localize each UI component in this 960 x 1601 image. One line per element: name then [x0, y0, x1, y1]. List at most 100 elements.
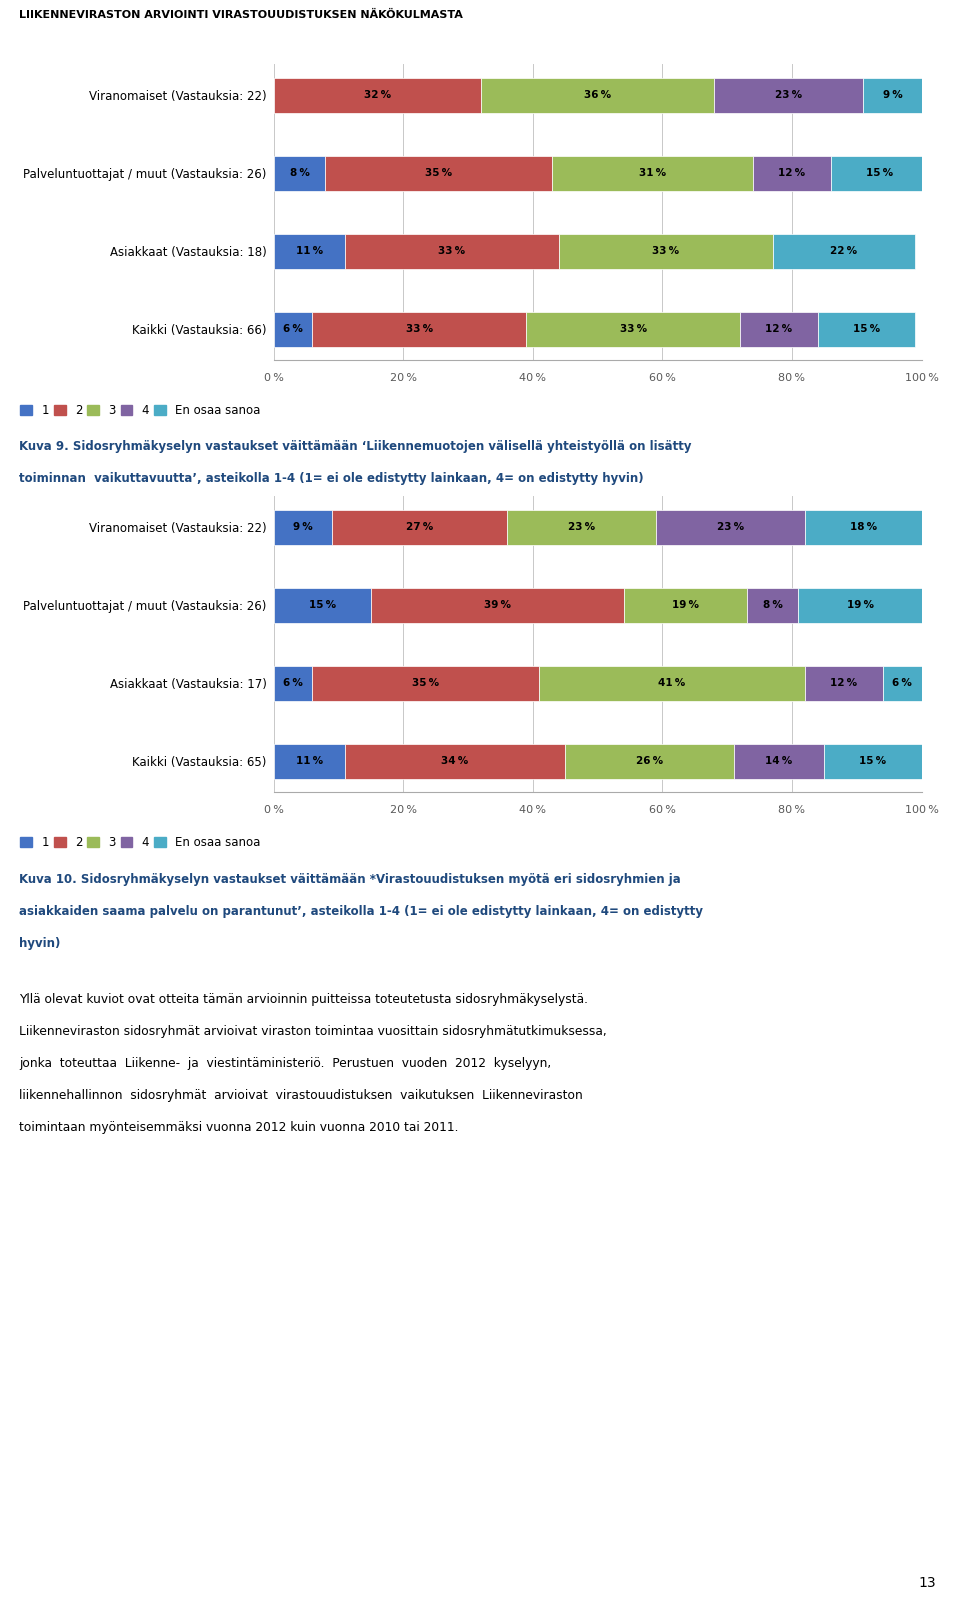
Bar [825, 744, 922, 780]
Text: 23 %: 23 % [717, 522, 744, 533]
Text: 39 %: 39 % [484, 600, 511, 610]
Bar [526, 312, 740, 347]
Text: 12 %: 12 % [830, 679, 857, 688]
Text: 26 %: 26 % [636, 756, 663, 767]
Text: 36 %: 36 % [584, 90, 612, 101]
Bar [332, 509, 507, 544]
Legend: 1, 2, 3, 4, En osaa sanoa: 1, 2, 3, 4, En osaa sanoa [15, 399, 265, 421]
Text: 14 %: 14 % [765, 756, 793, 767]
Text: 31 %: 31 % [639, 168, 666, 178]
Bar [507, 509, 656, 544]
Text: 33 %: 33 % [406, 323, 433, 335]
Text: Liikenneviraston sidosryhmät arvioivat viraston toimintaa vuosittain sidosryhmät: Liikenneviraston sidosryhmät arvioivat v… [19, 1025, 607, 1037]
Text: 9 %: 9 % [293, 522, 313, 533]
Text: 100 %: 100 % [904, 805, 939, 815]
Bar [481, 77, 714, 112]
Text: 20 %: 20 % [390, 805, 417, 815]
Text: 12 %: 12 % [765, 323, 793, 335]
Text: 13: 13 [919, 1575, 936, 1590]
Text: 34 %: 34 % [442, 756, 468, 767]
Text: 6 %: 6 % [283, 679, 303, 688]
Text: 0 %: 0 % [264, 373, 283, 383]
Bar [325, 155, 552, 191]
Text: 19 %: 19 % [672, 600, 699, 610]
Text: 80 %: 80 % [779, 373, 805, 383]
Bar [863, 77, 922, 112]
Text: 6 %: 6 % [892, 679, 912, 688]
Bar [624, 588, 747, 623]
Bar [274, 155, 325, 191]
Bar [540, 666, 804, 701]
Text: 33 %: 33 % [438, 247, 466, 256]
Text: 15 %: 15 % [859, 756, 887, 767]
Text: 100 %: 100 % [904, 373, 939, 383]
Text: 23 %: 23 % [775, 90, 803, 101]
Text: 15 %: 15 % [308, 600, 336, 610]
Text: 0 %: 0 % [264, 805, 283, 815]
Text: 80 %: 80 % [779, 805, 805, 815]
Bar [804, 666, 883, 701]
Bar [804, 509, 922, 544]
Text: 40 %: 40 % [519, 373, 546, 383]
Text: 22 %: 22 % [830, 247, 857, 256]
Bar [831, 155, 928, 191]
Bar [371, 588, 624, 623]
Bar [552, 155, 753, 191]
Text: 11 %: 11 % [296, 247, 323, 256]
Text: hyvin): hyvin) [19, 937, 60, 949]
Text: 18 %: 18 % [850, 522, 876, 533]
Bar [883, 666, 922, 701]
Text: 35 %: 35 % [425, 168, 452, 178]
Bar [345, 234, 559, 269]
Text: toiminnan  vaikuttavuutta’, asteikolla 1-4 (1= ei ole edistytty lainkaan, 4= on : toiminnan vaikuttavuutta’, asteikolla 1-… [19, 472, 644, 485]
Text: 12 %: 12 % [779, 168, 805, 178]
Bar [274, 744, 345, 780]
Text: 11 %: 11 % [296, 756, 323, 767]
Text: 35 %: 35 % [412, 679, 440, 688]
Bar [714, 77, 863, 112]
Bar [274, 666, 312, 701]
Bar [274, 509, 332, 544]
Text: 19 %: 19 % [847, 600, 874, 610]
Bar [740, 312, 818, 347]
Text: 60 %: 60 % [649, 805, 676, 815]
Text: 8 %: 8 % [290, 168, 309, 178]
Text: 20 %: 20 % [390, 373, 417, 383]
Text: Kuva 10. Sidosryhmäkyselyn vastaukset väittämään *Virastouudistuksen myötä eri s: Kuva 10. Sidosryhmäkyselyn vastaukset vä… [19, 873, 681, 885]
Text: asiakkaiden saama palvelu on parantunut’, asteikolla 1-4 (1= ei ole edistytty la: asiakkaiden saama palvelu on parantunut’… [19, 905, 703, 917]
Bar [565, 744, 733, 780]
Bar [773, 234, 915, 269]
Text: 33 %: 33 % [652, 247, 680, 256]
Text: 8 %: 8 % [762, 600, 782, 610]
Text: jonka  toteuttaa  Liikenne-  ja  viestintäministeriö.  Perustuen  vuoden  2012  : jonka toteuttaa Liikenne- ja viestintämi… [19, 1057, 551, 1069]
Bar [818, 312, 915, 347]
Bar [345, 744, 565, 780]
Bar [274, 588, 371, 623]
Bar [559, 234, 773, 269]
Text: liikennehallinnon  sidosryhmät  arvioivat  virastouudistuksen  vaikutuksen  Liik: liikennehallinnon sidosryhmät arvioivat … [19, 1089, 583, 1101]
Bar [274, 312, 312, 347]
Text: Yllä olevat kuviot ovat otteita tämän arvioinnin puitteissa toteutetusta sidosry: Yllä olevat kuviot ovat otteita tämän ar… [19, 993, 588, 1005]
Text: 9 %: 9 % [882, 90, 902, 101]
Text: toimintaan myönteisemmäksi vuonna 2012 kuin vuonna 2010 tai 2011.: toimintaan myönteisemmäksi vuonna 2012 k… [19, 1121, 459, 1134]
Bar [733, 744, 825, 780]
Bar [656, 509, 804, 544]
Bar [274, 77, 481, 112]
Text: 15 %: 15 % [852, 323, 880, 335]
Bar [274, 234, 345, 269]
Text: 27 %: 27 % [406, 522, 433, 533]
Text: 60 %: 60 % [649, 373, 676, 383]
Text: 33 %: 33 % [619, 323, 647, 335]
Text: LIIKENNEVIRASTON ARVIOINTI VIRASTOUUDISTUKSEN NÄKÖKULMASTA: LIIKENNEVIRASTON ARVIOINTI VIRASTOUUDIST… [19, 10, 463, 21]
Text: 41 %: 41 % [659, 679, 685, 688]
Bar [747, 588, 799, 623]
Bar [312, 312, 526, 347]
Legend: 1, 2, 3, 4, En osaa sanoa: 1, 2, 3, 4, En osaa sanoa [15, 831, 265, 853]
Text: 15 %: 15 % [866, 168, 893, 178]
Text: Kuva 9. Sidosryhmäkyselyn vastaukset väittämään ‘Liikennemuotojen välisellä yhte: Kuva 9. Sidosryhmäkyselyn vastaukset väi… [19, 440, 692, 453]
Text: 6 %: 6 % [283, 323, 303, 335]
Text: 32 %: 32 % [364, 90, 391, 101]
Bar [753, 155, 830, 191]
Text: 23 %: 23 % [567, 522, 595, 533]
Bar [799, 588, 922, 623]
